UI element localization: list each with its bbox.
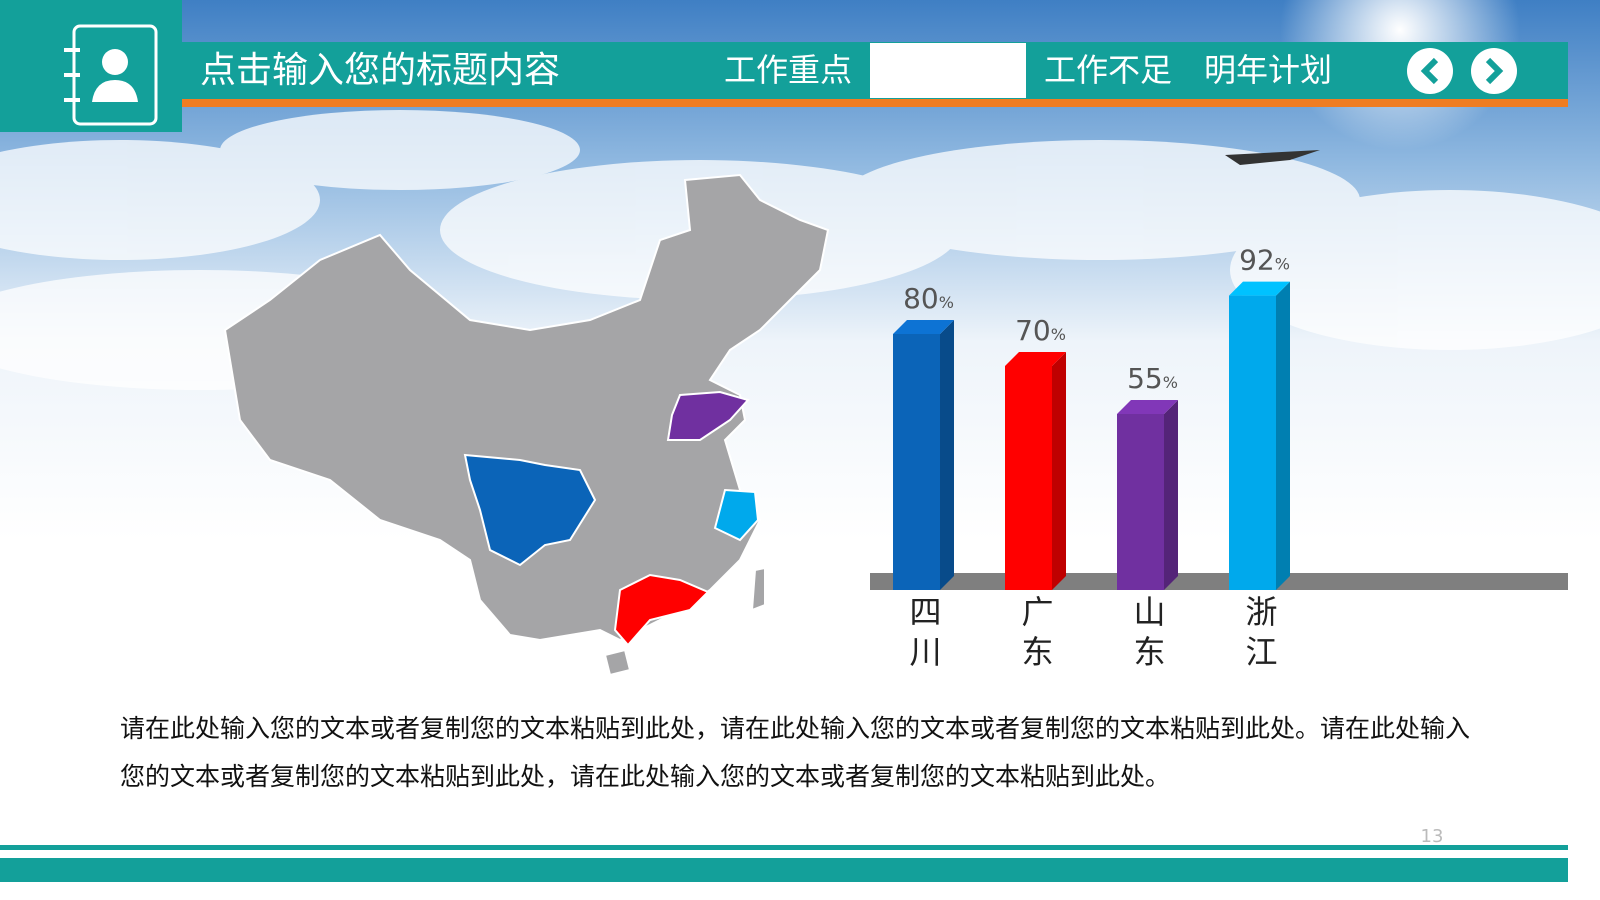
category-label: 四川 bbox=[905, 595, 943, 675]
china-map bbox=[223, 173, 830, 677]
header-bar bbox=[0, 42, 1568, 100]
nav-item[interactable]: 完成情况 bbox=[884, 51, 1012, 89]
page-number: 13 bbox=[1421, 826, 1444, 847]
bar-top bbox=[893, 320, 954, 334]
bar bbox=[1005, 366, 1052, 590]
bar bbox=[1229, 295, 1276, 590]
bar bbox=[893, 334, 940, 590]
prev-button[interactable] bbox=[1407, 48, 1453, 94]
body-text: 请在此处输入您的文本或者复制您的文本粘贴到此处，请在此处输入您的文本或者复制您的… bbox=[120, 714, 1471, 791]
nav-item[interactable]: 工作不足 bbox=[1044, 51, 1172, 89]
icon-box bbox=[0, 0, 182, 132]
value-label: 70% bbox=[1015, 314, 1066, 347]
bar-side bbox=[1164, 400, 1178, 590]
bar bbox=[1117, 414, 1164, 590]
binder-rings bbox=[64, 48, 80, 102]
contact-person bbox=[92, 49, 138, 102]
footer-bar bbox=[0, 858, 1568, 882]
nav-active-bg bbox=[870, 43, 1026, 98]
bar-top bbox=[1117, 400, 1178, 414]
header-accent bbox=[182, 99, 1568, 107]
category-label: 浙江 bbox=[1241, 595, 1279, 675]
value-label: 92% bbox=[1239, 244, 1290, 277]
next-arrow bbox=[1485, 57, 1504, 85]
prev-arrow bbox=[1420, 57, 1439, 85]
nav-item[interactable]: 工作重点 bbox=[724, 51, 852, 89]
value-label: 55% bbox=[1127, 362, 1178, 395]
category-label: 山东 bbox=[1129, 595, 1167, 675]
category-label: 广东 bbox=[1017, 595, 1055, 675]
chart-floor bbox=[870, 573, 1568, 590]
bar-side bbox=[1276, 281, 1290, 590]
footer-line bbox=[0, 845, 1568, 850]
next-button[interactable] bbox=[1471, 48, 1517, 94]
header-title: 点击输入您的标题内容 bbox=[200, 50, 560, 91]
bar-top bbox=[1229, 281, 1290, 296]
airplane bbox=[1225, 150, 1320, 165]
bar-top bbox=[1005, 352, 1066, 366]
value-label: 80% bbox=[903, 282, 954, 315]
bar-side bbox=[1052, 352, 1066, 590]
nav-item[interactable]: 明年计划 bbox=[1204, 51, 1332, 89]
bar-side bbox=[940, 320, 954, 590]
